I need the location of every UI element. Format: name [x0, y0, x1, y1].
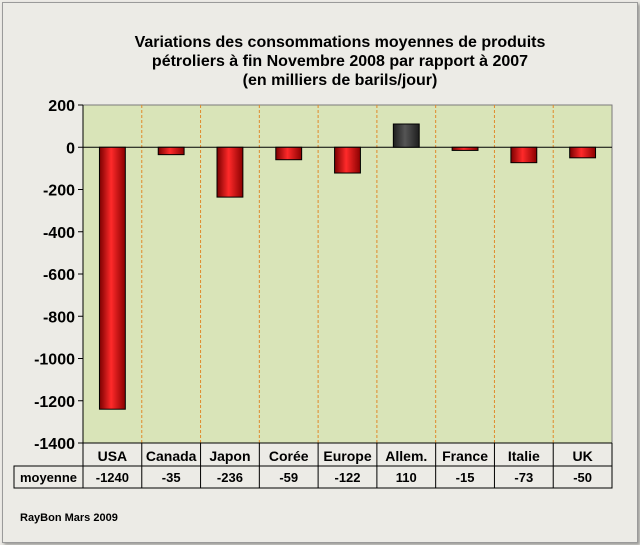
category-label: Japon	[209, 448, 250, 464]
table-value: -35	[162, 470, 181, 485]
bar-france	[451, 146, 479, 151]
table-value: -15	[456, 470, 475, 485]
category-label: Canada	[146, 448, 197, 464]
y-tick-label: -1200	[34, 394, 75, 411]
bar-usa	[98, 146, 126, 410]
chart-title-line-2: pétroliers à fin Novembre 2008 par rappo…	[151, 53, 529, 70]
footer-credit: RayBon Mars 2009	[20, 512, 118, 524]
category-label: Allem.	[385, 448, 427, 464]
y-tick-label: 0	[66, 140, 75, 157]
table-value: -1240	[96, 470, 129, 485]
table-value: -50	[573, 470, 592, 485]
category-label: Corée	[269, 448, 309, 464]
category-label: USA	[98, 448, 128, 464]
category-label: Italie	[508, 448, 540, 464]
bar-europe	[334, 146, 361, 174]
category-label: UK	[572, 448, 592, 464]
chart-title-line-3: (en milliers de barils/jour)	[242, 72, 438, 89]
y-tick-label: -800	[43, 309, 75, 326]
y-tick-label: 200	[48, 98, 75, 115]
chart-title-line-1: Variations des consommations moyennes de…	[134, 34, 546, 51]
category-label: France	[442, 448, 488, 464]
y-tick-label: -200	[43, 183, 75, 200]
category-label: Europe	[323, 448, 371, 464]
bar-core	[275, 146, 303, 161]
bar-italie	[510, 146, 538, 164]
bar-allem	[392, 123, 420, 148]
bar-uk	[569, 146, 597, 159]
bar-japon	[216, 146, 244, 198]
table-value: -59	[279, 470, 298, 485]
y-tick-label: -600	[43, 267, 75, 284]
table-series-name: moyenne	[20, 470, 77, 485]
table-value: -122	[334, 470, 360, 485]
table-value: -73	[514, 470, 533, 485]
y-tick-label: -1400	[34, 436, 75, 453]
table-value: 110	[396, 470, 417, 485]
y-tick-label: -400	[43, 225, 75, 242]
y-tick-label: -1000	[34, 352, 75, 369]
table-value: -236	[217, 470, 243, 485]
bar-canada	[157, 146, 185, 156]
